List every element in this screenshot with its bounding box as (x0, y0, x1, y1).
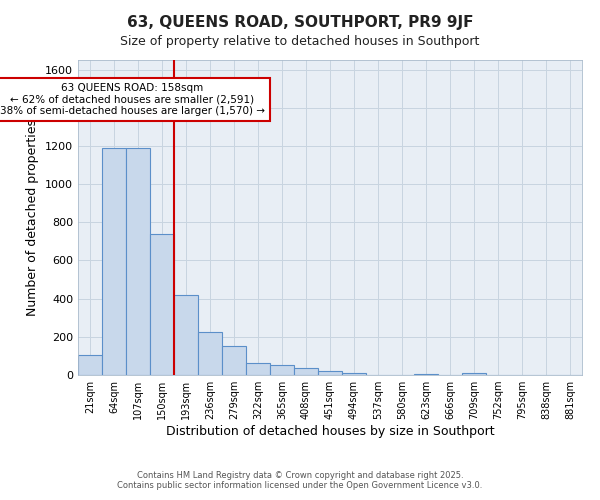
Bar (102, 148, 126, 375)
Text: 63 QUEENS ROAD: 158sqm
← 62% of detached houses are smaller (2,591)
38% of semi-: 63 QUEENS ROAD: 158sqm ← 62% of detached… (0, 83, 265, 116)
Bar (78, 355, 102, 375)
Text: Size of property relative to detached houses in Southport: Size of property relative to detached ho… (121, 35, 479, 48)
Y-axis label: Number of detached properties: Number of detached properties (26, 119, 40, 316)
Bar (342, 373, 366, 375)
Bar (462, 373, 486, 375)
Text: 63, QUEENS ROAD, SOUTHPORT, PR9 9JF: 63, QUEENS ROAD, SOUTHPORT, PR9 9JF (127, 15, 473, 30)
Bar (414, 374, 438, 375)
Bar (198, 332, 222, 375)
Bar (270, 366, 294, 375)
Bar (222, 346, 246, 375)
Text: Contains HM Land Registry data © Crown copyright and database right 2025.
Contai: Contains HM Land Registry data © Crown c… (118, 470, 482, 490)
Bar (294, 368, 318, 375)
Bar (150, 234, 174, 375)
Bar (126, 148, 150, 375)
Bar (318, 371, 342, 375)
Bar (174, 295, 198, 375)
Bar (246, 362, 270, 375)
X-axis label: Distribution of detached houses by size in Southport: Distribution of detached houses by size … (166, 425, 494, 438)
